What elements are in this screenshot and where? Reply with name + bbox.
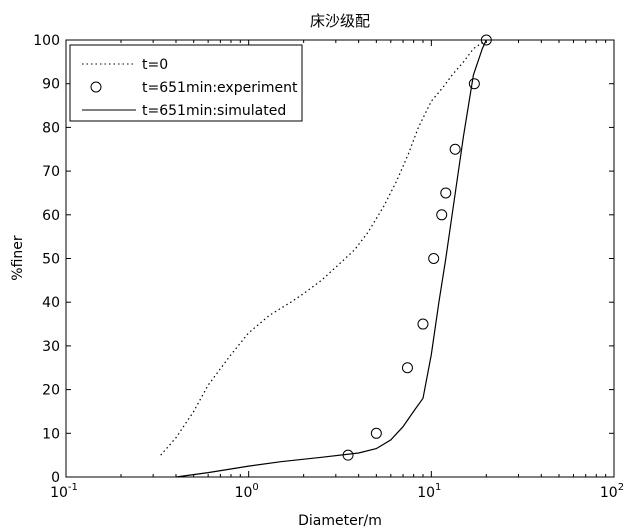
x-tick-exponent: 0 <box>252 482 258 493</box>
x-tick-label: 101 <box>417 482 441 501</box>
x-tick-base: 10 <box>417 485 435 501</box>
legend-box <box>69 44 303 122</box>
x-tick-exponent: -1 <box>68 482 78 493</box>
x-tick-label: 100 <box>235 482 259 501</box>
experiment-point <box>468 78 480 90</box>
y-tick-label: 80 <box>42 120 60 136</box>
experiment-point <box>401 362 413 374</box>
x-tick-base: 10 <box>600 485 618 501</box>
series-layer <box>160 34 492 478</box>
experiment-point <box>436 209 448 221</box>
x-axis: 10-1 100 101 102 <box>50 40 624 501</box>
experiment-point <box>449 143 461 155</box>
experiment-point <box>440 187 452 199</box>
y-tick-label: 60 <box>42 208 60 224</box>
x-tick-exponent: 2 <box>618 482 624 493</box>
chart-title: 床沙级配 <box>310 12 370 30</box>
legend-marker-experiment <box>90 81 102 93</box>
y-tick-label: 40 <box>42 295 60 311</box>
x-tick-base: 10 <box>235 485 253 501</box>
y-axis: 0 10 20 30 40 50 60 70 80 90 100 <box>33 33 614 486</box>
y-tick-label: 30 <box>42 339 60 355</box>
legend: t=0 t=651min:experiment t=651min:simulat… <box>69 44 303 122</box>
experiment-point <box>417 318 429 330</box>
y-tick-label: 90 <box>42 77 60 93</box>
y-tick-label: 0 <box>51 470 60 486</box>
x-tick-label: 102 <box>600 482 624 501</box>
x-axis-label: Diameter/m <box>298 513 382 529</box>
x-tick-exponent: 1 <box>435 482 441 493</box>
x-tick-base: 10 <box>50 485 68 501</box>
legend-label-t0: t=0 <box>142 57 168 73</box>
y-tick-label: 10 <box>42 426 60 442</box>
legend-label-simulated: t=651min:simulated <box>142 103 286 119</box>
experiment-point <box>370 427 382 439</box>
y-tick-label: 70 <box>42 164 60 180</box>
legend-label-experiment: t=651min:experiment <box>142 80 298 96</box>
y-tick-label: 50 <box>42 252 60 268</box>
y-tick-label: 100 <box>33 33 60 49</box>
experiment-point <box>428 253 440 264</box>
y-axis-label: %finer <box>10 235 26 281</box>
simulated-series-line <box>175 39 487 478</box>
x-tick-label: 10-1 <box>50 482 78 501</box>
y-tick-label: 20 <box>42 383 60 399</box>
